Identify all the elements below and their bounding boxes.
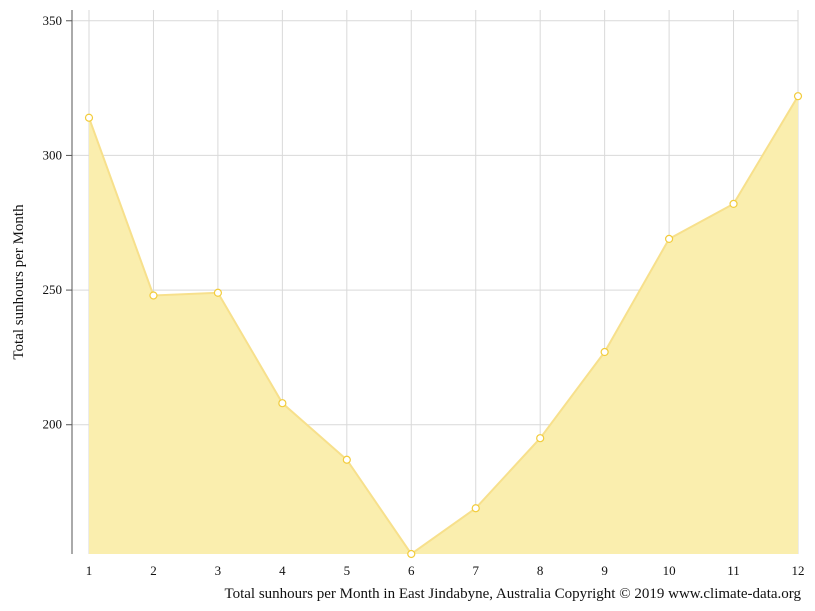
- data-point-9: [600, 347, 609, 357]
- x-tick-label: 11: [727, 563, 740, 578]
- x-tick-label: 6: [408, 563, 415, 578]
- x-tick-label: 10: [663, 563, 676, 578]
- sunhours-area: [89, 96, 798, 554]
- data-point-10: [664, 234, 674, 244]
- y-tick-label: 300: [43, 147, 63, 162]
- data-point-1: [84, 113, 94, 122]
- chart-caption: Total sunhours per Month in East Jindaby…: [224, 586, 801, 602]
- data-point-11: [729, 199, 738, 209]
- data-point-8: [536, 434, 545, 443]
- y-tick-label: 200: [43, 417, 63, 432]
- x-tick-label: 4: [279, 563, 286, 578]
- x-tick-label: 3: [215, 563, 222, 578]
- y-tick-label: 350: [43, 13, 63, 28]
- data-point-2: [149, 291, 158, 300]
- y-axis-label: Total sunhours per Month: [11, 204, 27, 360]
- data-points: [84, 92, 803, 559]
- data-point-6: [407, 549, 416, 559]
- x-tick-label: 12: [792, 563, 805, 578]
- data-point-5: [342, 455, 351, 464]
- x-tick-label: 1: [86, 563, 93, 578]
- data-point-7: [471, 504, 480, 513]
- sunhours-line: [88, 95, 799, 556]
- x-tick-label: 5: [344, 563, 351, 578]
- y-tick-label: 250: [43, 282, 63, 297]
- data-point-12: [793, 92, 803, 101]
- data-point-4: [278, 399, 287, 408]
- x-tick-label: 8: [537, 563, 544, 578]
- data-point-3: [213, 288, 223, 297]
- x-tick-label: 9: [601, 563, 608, 578]
- x-tick-label: 2: [150, 563, 157, 578]
- x-tick-label: 7: [472, 563, 479, 578]
